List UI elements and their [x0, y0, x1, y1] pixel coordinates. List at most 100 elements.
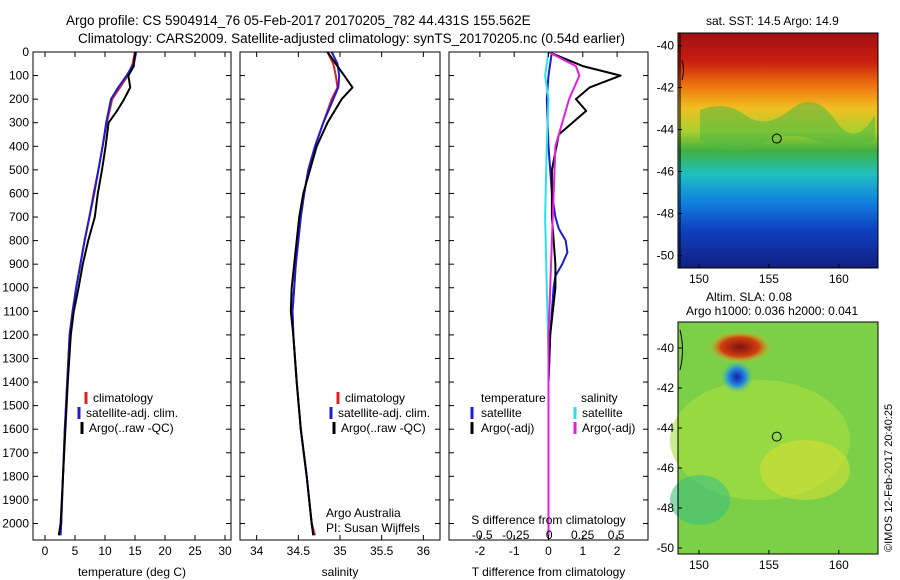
series-line-argo-adj-	[547, 52, 581, 536]
argo-australia-label: Argo Australia	[326, 506, 401, 520]
y-tick-label: 100	[9, 69, 29, 83]
x-tick-label: 35	[333, 544, 347, 558]
sst-front	[700, 102, 875, 152]
sst-map	[677, 32, 879, 269]
x-tick-label: 0	[545, 544, 552, 558]
top-tick-label: 0	[546, 528, 553, 542]
top-axis-label: S difference from climatology	[471, 513, 626, 527]
x-tick-label: 10	[98, 544, 112, 558]
y-tick-label: 1100	[3, 304, 29, 318]
y-tick-label: 1900	[2, 493, 29, 507]
y-tick-label: 900	[9, 257, 29, 271]
y-tick-label: 0	[22, 45, 29, 59]
legend-header-temperature: temperature	[481, 391, 546, 405]
coastline	[679, 33, 684, 268]
map-y-tick-label: -48	[657, 501, 675, 515]
map-x-tick-label: 150	[689, 272, 709, 286]
series-line-satellite-adj-clim-	[59, 52, 138, 536]
map-x-tick-label: 160	[829, 272, 849, 286]
map-y-tick-label: -42	[657, 381, 675, 395]
legend-label-sal-argo: Argo(-adj)	[582, 421, 635, 435]
map-x-tick-label: 155	[759, 272, 779, 286]
legend-label-climatology: climatology	[345, 391, 405, 405]
sla-high	[708, 331, 772, 363]
y-tick-label: 700	[9, 210, 29, 224]
map-x-tick-label: 150	[689, 558, 709, 572]
sla-map-frame	[677, 321, 879, 555]
x-tick-label: 36	[417, 544, 431, 558]
plot-frame	[239, 51, 441, 541]
coastline	[679, 329, 683, 371]
y-tick-label: 1000	[2, 281, 29, 295]
sla-map	[670, 321, 879, 555]
y-tick-label: 1700	[2, 446, 29, 460]
map-y-tick-label: -50	[657, 248, 675, 262]
top-tick-label: -0.5	[472, 528, 493, 542]
y-tick-label: 1600	[2, 422, 29, 436]
difference-legend: temperature salinity satellite Argo(-adj…	[470, 391, 635, 435]
x-tick-label: 15	[128, 544, 142, 558]
x-axis-label: temperature (deg C)	[78, 565, 186, 579]
pi-label: PI: Susan Wijffels	[326, 521, 420, 535]
salinity-panel: 34 34.5 35 35.5 36 salinity	[239, 51, 441, 579]
y-tick-label: 600	[9, 186, 29, 200]
temperature-legend: climatology satellite-adj. clim. Argo(..…	[77, 391, 178, 435]
sla-map-title-1: Altim. SLA: 0.08	[706, 290, 792, 304]
x-tick-label: -1	[509, 544, 520, 558]
map-y-tick-label: -50	[657, 541, 675, 555]
x-tick-label: 5	[72, 544, 79, 558]
legend-label-satellite: satellite-adj. clim.	[338, 406, 430, 420]
series-line-argo-raw-qc-	[57, 52, 136, 536]
sla-map-axes: 150 155 160 -40 -42 -44 -46 -48 -50	[657, 341, 850, 572]
legend-label-argo: Argo(..raw -QC)	[89, 421, 174, 435]
x-tick-label: 34.5	[287, 544, 311, 558]
sst-map-title: sat. SST: 14.5 Argo: 14.9	[706, 14, 839, 28]
top-tick-label: 0.25	[571, 528, 595, 542]
x-tick-label: 1	[579, 544, 586, 558]
legend-label-satellite: satellite-adj. clim.	[86, 406, 178, 420]
legend-label-temp-argo: Argo(-adj)	[481, 421, 534, 435]
legend-label-argo: Argo(..raw -QC)	[341, 421, 426, 435]
sla-low	[721, 361, 753, 393]
map-y-tick-label: -40	[657, 39, 675, 53]
plot-frame	[32, 51, 232, 541]
y-tick-label: 500	[9, 163, 29, 177]
x-tick-label: 35.5	[370, 544, 394, 558]
climatology-title: Climatology: CARS2009. Satellite-adjuste…	[78, 31, 625, 46]
series-line-climatology	[59, 52, 136, 536]
y-tick-label: 1800	[2, 469, 29, 483]
y-tick-label: 1400	[2, 375, 29, 389]
salinity-legend: climatology satellite-adj. clim. Argo(..…	[329, 391, 430, 435]
y-tick-label: 1200	[2, 328, 29, 342]
y-tick-label: 2000	[2, 516, 29, 530]
sst-field	[678, 33, 878, 268]
map-y-tick-label: -46	[657, 461, 675, 475]
x-axis-label: T difference from climatology	[472, 565, 626, 579]
x-tick-label: 0	[42, 544, 49, 558]
map-y-tick-label: -42	[657, 81, 675, 95]
sla-anomaly	[760, 440, 850, 500]
map-y-tick-label: -44	[657, 123, 675, 137]
y-tick-label: 1300	[2, 351, 29, 365]
x-tick-label: 20	[158, 544, 172, 558]
sla-map-title-2: Argo h1000: 0.036 h2000: 0.041	[686, 304, 858, 318]
y-tick-label: 1500	[2, 399, 29, 413]
profile-location-marker	[771, 133, 782, 144]
legend-label-temp-satellite: satellite	[481, 406, 522, 420]
sla-anomaly	[670, 475, 730, 525]
top-tick-label: 0.5	[608, 528, 625, 542]
legend-label-climatology: climatology	[93, 391, 153, 405]
map-y-tick-label: -40	[657, 341, 675, 355]
x-tick-label: 30	[218, 544, 232, 558]
map-x-tick-label: 160	[829, 558, 849, 572]
profile-location-marker	[771, 431, 782, 442]
x-tick-label: 2	[614, 544, 621, 558]
map-x-tick-label: 155	[759, 558, 779, 572]
series-line-argo-raw-qc-	[289, 52, 354, 536]
temperature-panel: 0 5 10 15 20 25 30 temperature (deg C) 0 100 200 30…	[2, 45, 232, 579]
map-y-tick-label: -48	[657, 206, 675, 220]
y-tick-label: 800	[9, 234, 29, 248]
series-line-satellite-adj-clim-	[291, 52, 341, 536]
y-tick-label: 300	[9, 116, 29, 130]
